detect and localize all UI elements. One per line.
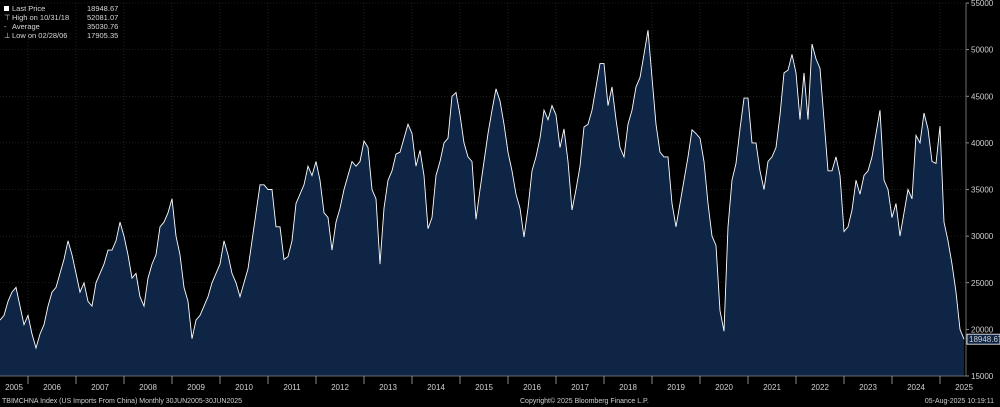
x-tick-label: 2010 [235, 383, 253, 392]
y-tick-label: 55000 [971, 0, 994, 8]
legend-high-label: High on 10/31/18 [12, 13, 70, 22]
x-tick-label: 2020 [715, 383, 733, 392]
x-tick-label: 2005 [5, 383, 23, 392]
legend-average: - Average 35030.76 [4, 22, 118, 31]
legend-average-value: 35030.76 [87, 22, 119, 31]
legend-last-price: Last Price 18948.67 [4, 4, 118, 13]
x-tick-label: 2025 [955, 383, 973, 392]
x-tick-label: 2023 [859, 383, 877, 392]
x-tick-label: 2015 [475, 383, 493, 392]
legend-high: ⊤ High on 10/31/18 52081.07 [4, 13, 118, 22]
y-tick-label: 45000 [971, 92, 994, 101]
legend: Last Price 18948.67 ⊤ High on 10/31/18 5… [4, 4, 118, 40]
y-tick-label: 50000 [971, 46, 994, 55]
x-tick-label: 2022 [811, 383, 829, 392]
legend-high-value: 52081.07 [87, 13, 119, 22]
x-tick-label: 2021 [763, 383, 781, 392]
legend-average-label: Average [12, 22, 40, 31]
x-tick-label: 2011 [283, 383, 301, 392]
legend-low: ⊥ Low on 02/28/06 17905.35 [4, 31, 118, 40]
y-axis-ticks: 15000 20000 25000 30000 35000 40000 45000 50000… [966, 0, 994, 381]
y-tick-label: 25000 [971, 279, 994, 288]
series-area-fill [0, 30, 964, 376]
footer-ticker: TBIMCHNA Index (US Imports From China) M… [2, 398, 243, 405]
last-price-tag-box [966, 333, 1000, 345]
y-tick-label: 15000 [971, 372, 994, 381]
legend-low-label: Low on 02/28/06 [12, 31, 68, 40]
y-tick-label: 20000 [971, 325, 994, 334]
last-price-tag: 18948.67 [966, 333, 1000, 345]
x-tick-label: 2008 [139, 383, 157, 392]
footer-timestamp: 05-Aug-2025 10:19:11 [924, 398, 994, 405]
legend-high-marker: ⊤ [4, 13, 11, 22]
y-tick-label: 35000 [971, 186, 994, 195]
x-tick-label: 2009 [187, 383, 205, 392]
legend-average-marker: - [4, 22, 7, 31]
legend-last-price-value: 18948.67 [87, 4, 119, 13]
legend-low-marker: ⊥ [4, 31, 11, 40]
last-price-tag-value: 18948.67 [969, 335, 1000, 344]
x-axis-ticks: 2005 2006 2007 2008 2009 2010 2011 2012 2013 2014… [5, 376, 973, 392]
x-tick-label: 2019 [667, 383, 685, 392]
x-tick-label: 2018 [619, 383, 637, 392]
footer-copyright: Copyright© 2025 Bloomberg Finance L.P. [520, 398, 649, 405]
x-tick-label: 2024 [907, 383, 925, 392]
x-tick-label: 2012 [331, 383, 349, 392]
x-tick-label: 2007 [91, 383, 109, 392]
x-tick-label: 2017 [571, 383, 589, 392]
x-tick-label: 2006 [43, 383, 61, 392]
legend-last-price-label: Last Price [12, 4, 46, 13]
legend-last-price-swatch [4, 6, 9, 11]
legend-low-value: 17905.35 [87, 31, 119, 40]
x-tick-label: 2016 [523, 383, 541, 392]
x-tick-label: 2013 [379, 383, 397, 392]
y-tick-label: 40000 [971, 139, 994, 148]
series-line [0, 30, 965, 350]
x-tick-label: 2014 [427, 383, 445, 392]
y-tick-label: 30000 [971, 232, 994, 241]
